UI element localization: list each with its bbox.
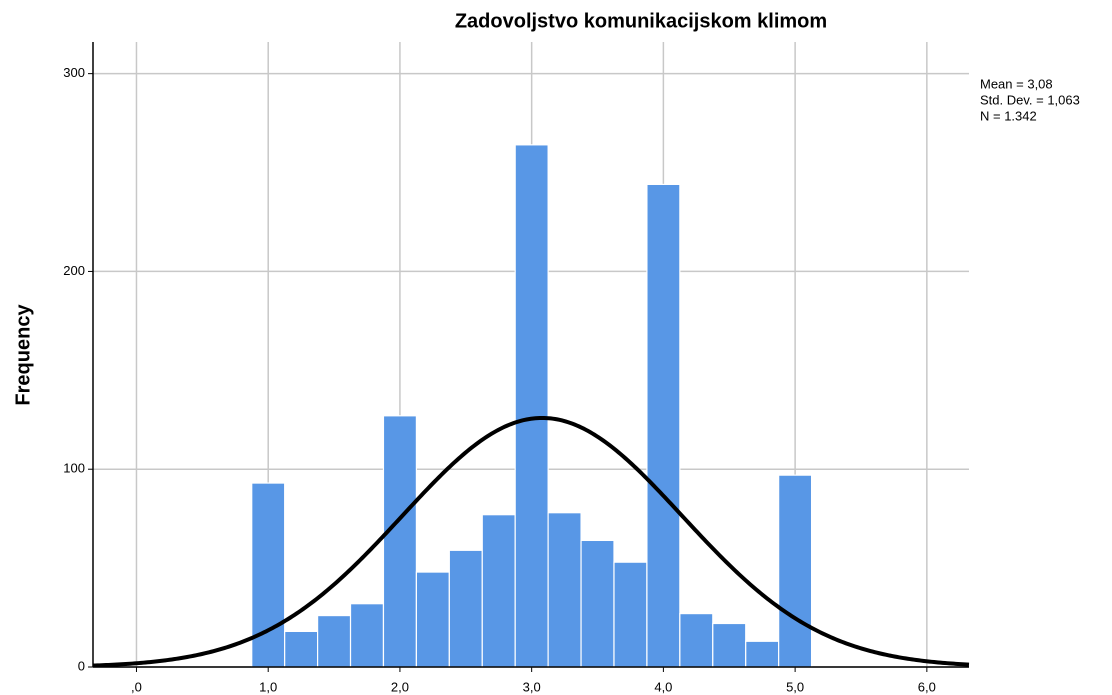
y-tick-label: 0 (78, 658, 85, 673)
y-tick-label: 300 (63, 65, 85, 80)
x-tick-label: 5,0 (786, 679, 804, 694)
x-tick-label: 3,0 (523, 679, 541, 694)
x-tick-label: 6,0 (918, 679, 936, 694)
x-tick-label: 4,0 (654, 679, 672, 694)
bar (415, 571, 450, 668)
stat-label: Std. Dev. = 1,063 (980, 92, 1080, 107)
bar (481, 514, 516, 668)
bar (613, 561, 648, 668)
chart-title: Zadovoljstvo komunikacijskom klimom (455, 10, 827, 32)
y-tick-label: 100 (63, 461, 85, 476)
x-tick-label: 2,0 (391, 679, 409, 694)
bar (448, 549, 483, 668)
x-tick-label: 1,0 (259, 679, 277, 694)
bar (778, 474, 813, 668)
y-axis-label: Frequency (12, 304, 34, 406)
stat-label: N = 1.342 (980, 108, 1037, 123)
bar (382, 415, 417, 668)
bar (316, 614, 352, 668)
bar (679, 612, 714, 668)
bar (712, 622, 747, 668)
y-tick-label: 200 (63, 263, 85, 278)
bar (514, 144, 549, 668)
bar (745, 640, 780, 668)
bar (580, 539, 615, 668)
bar (284, 630, 319, 668)
x-tick-label: ,0 (131, 679, 142, 694)
bar (349, 603, 385, 668)
bar (646, 183, 681, 668)
bar (547, 512, 582, 668)
stat-label: Mean = 3,08 (980, 76, 1053, 91)
bar (251, 482, 286, 668)
normal-curve (92, 415, 970, 668)
